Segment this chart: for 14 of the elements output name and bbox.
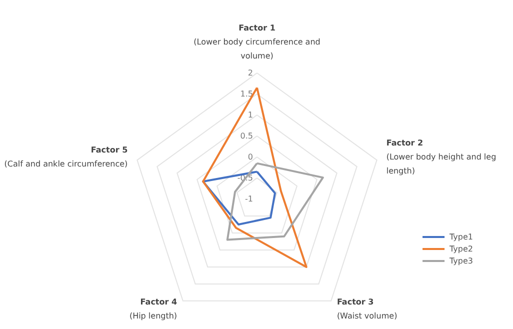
y-tick-label: 1.5 [240,90,253,98]
legend-label: Type1 [448,232,474,242]
spoke-label: Factor 3 (Waist volume) [336,298,398,321]
y-tick-label: 2 [248,68,253,78]
legend-label: Type3 [448,256,474,266]
y-tick-label: 1 [248,110,253,120]
legend-label: Type2 [448,244,474,254]
spoke-label: Factor 4 (Hip length) [129,298,178,321]
spoke-label: Factor 5 (Calf and ankle circumference) [4,145,128,168]
spoke-label: Factor 2 (Lower body height and leg length) [386,138,496,176]
y-tick-label: -1 [245,194,253,204]
y-tick-label: 0.5 [240,132,253,140]
spoke-label: Factor 1 (Lower body circumference and volume) [194,24,320,60]
y-tick-label: 0 [248,152,253,162]
